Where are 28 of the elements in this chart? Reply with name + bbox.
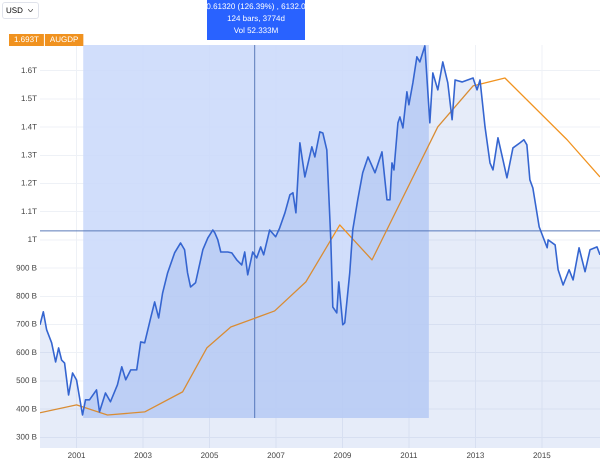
x-tick-label: 2011 bbox=[400, 451, 418, 460]
x-tick-label: 2013 bbox=[466, 451, 485, 460]
y-tick-label: 1.4T bbox=[20, 122, 38, 132]
y-tick-label: 1.6T bbox=[20, 66, 38, 75]
text: 0.61320 (126.39%) , 6132.0 bbox=[206, 2, 306, 12]
x-tick-label: 2007 bbox=[267, 451, 286, 460]
y-tick-label: 900 B bbox=[16, 263, 37, 272]
y-tick-label: 300 B bbox=[16, 432, 37, 442]
y-tick-label: 600 B bbox=[16, 348, 37, 357]
text: Vol 52.333M bbox=[234, 26, 279, 36]
text: 124 bars, 3774d bbox=[227, 14, 285, 24]
x-tick-label: 2009 bbox=[334, 451, 352, 460]
y-tick-label: 700 B bbox=[16, 320, 37, 329]
y-tick-label: 1T bbox=[28, 235, 38, 244]
y-tick-label: 1.1T bbox=[20, 206, 38, 216]
y-tick-label: 800 B bbox=[16, 291, 37, 300]
y-tick-label: 400 B bbox=[16, 404, 37, 414]
text: USD bbox=[6, 6, 23, 15]
y-tick-label: 500 B bbox=[16, 376, 37, 386]
text: AUGDP bbox=[50, 35, 78, 44]
y-tick-label: 1.3T bbox=[20, 150, 38, 160]
text: 1.693T bbox=[14, 35, 40, 44]
y-tick-label: 1.2T bbox=[20, 178, 38, 188]
x-tick-label: 2003 bbox=[134, 451, 152, 460]
x-tick-label: 2001 bbox=[68, 451, 86, 460]
x-tick-label: 2005 bbox=[200, 451, 219, 460]
x-tick-label: 2015 bbox=[532, 451, 552, 460]
y-tick-label: 1.5T bbox=[20, 94, 38, 104]
